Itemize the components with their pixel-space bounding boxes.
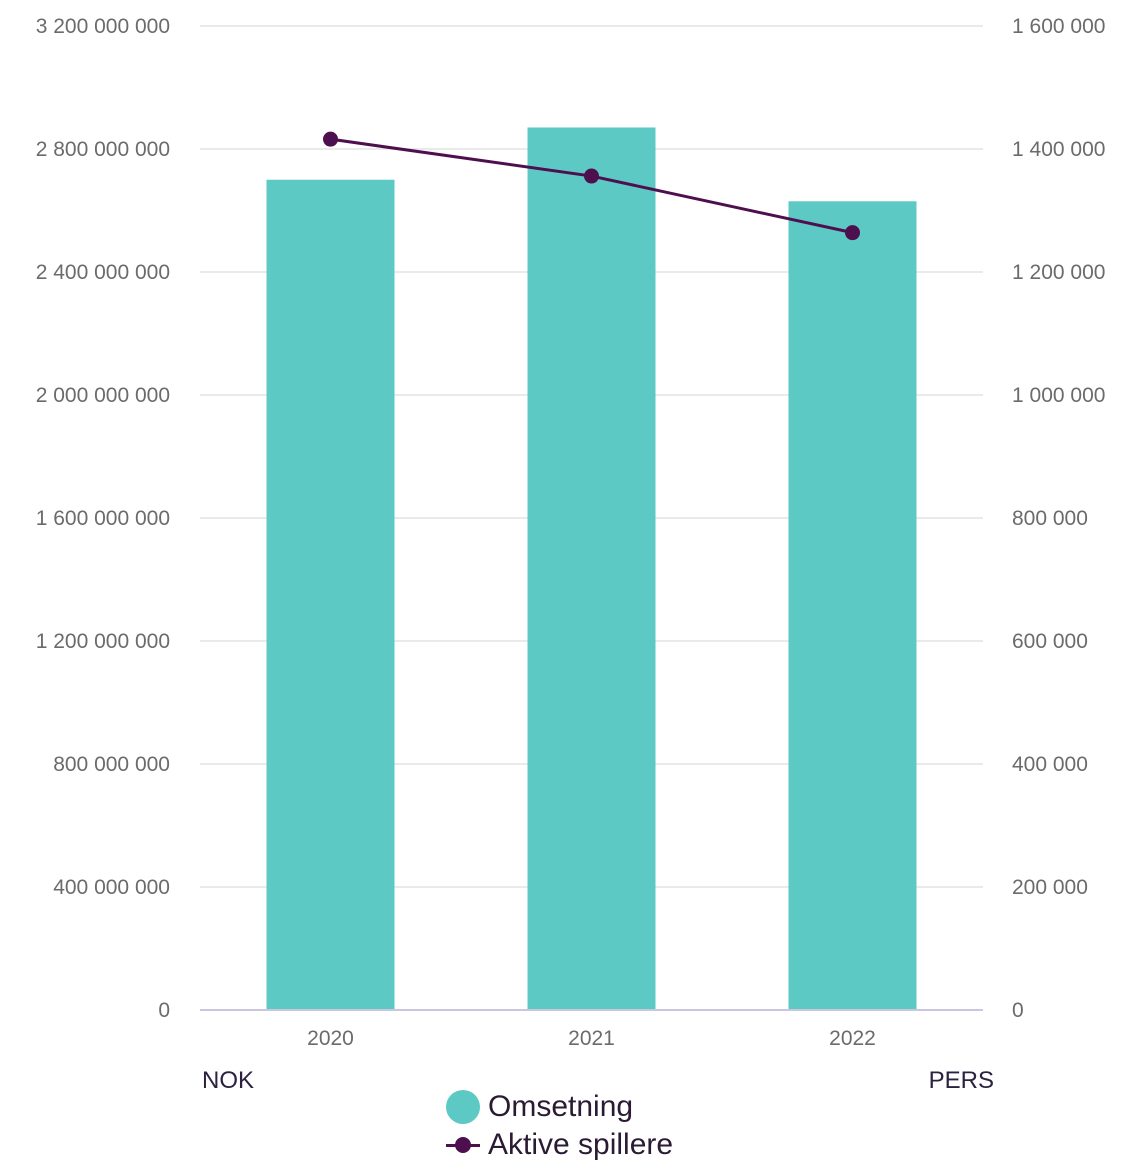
left-tick-label: 1 200 000 000 bbox=[36, 630, 170, 653]
combo-chart: 0 400 000 000 800 000 000 1 200 000 000 1 60… bbox=[36, 15, 1106, 1090]
left-tick-label: 800 000 000 bbox=[53, 753, 170, 776]
right-tick-label: 600 000 bbox=[1012, 630, 1088, 653]
left-tick-label: 400 000 000 bbox=[53, 876, 170, 899]
right-tick-label: 200 000 bbox=[1012, 876, 1088, 899]
left-tick-label: 2 800 000 000 bbox=[36, 138, 170, 161]
right-tick-label: 400 000 bbox=[1012, 753, 1088, 776]
line-point-2021 bbox=[584, 168, 599, 184]
right-tick-label: 0 bbox=[1012, 999, 1024, 1022]
right-axis-unit: PERS bbox=[929, 1067, 994, 1090]
bar-series-omsetning bbox=[266, 127, 917, 1011]
left-axis-tick-labels: 0 400 000 000 800 000 000 1 200 000 000 1 60… bbox=[36, 15, 170, 1022]
legend-item-aktive-spillere[interactable]: Aktive spillere bbox=[446, 1126, 673, 1164]
left-axis-unit: NOK bbox=[202, 1067, 254, 1090]
right-tick-label: 1 200 000 bbox=[1012, 261, 1105, 284]
left-tick-label: 2 000 000 000 bbox=[36, 384, 170, 407]
right-tick-label: 1 400 000 bbox=[1012, 138, 1105, 161]
line-series-aktive-spillere bbox=[323, 131, 860, 241]
left-tick-label: 1 600 000 000 bbox=[36, 507, 170, 530]
legend-swatch-bar bbox=[446, 1090, 480, 1124]
legend-swatch-line bbox=[446, 1128, 480, 1162]
legend-label-aktive-spillere: Aktive spillere bbox=[488, 1128, 674, 1161]
x-tick-label-2020: 2020 bbox=[307, 1027, 354, 1050]
legend: Omsetning Aktive spillere bbox=[446, 1088, 673, 1164]
x-tick-label-2021: 2021 bbox=[568, 1027, 615, 1050]
left-tick-label: 2 400 000 000 bbox=[36, 261, 170, 284]
x-axis-tick-labels: 2020 2021 2022 bbox=[307, 1027, 876, 1050]
left-tick-label: 3 200 000 000 bbox=[36, 15, 170, 38]
bar-2022 bbox=[788, 201, 917, 1010]
right-axis-tick-labels: 0 200 000 400 000 600 000 800 000 1 000 000 1 … bbox=[1012, 15, 1105, 1022]
right-tick-label: 800 000 bbox=[1012, 507, 1088, 530]
line-point-2022 bbox=[845, 225, 860, 241]
right-tick-label: 1 600 000 bbox=[1012, 15, 1105, 38]
left-tick-label: 0 bbox=[158, 999, 170, 1022]
bar-2021 bbox=[527, 127, 656, 1011]
legend-item-omsetning[interactable]: Omsetning bbox=[446, 1088, 673, 1126]
bar-2020 bbox=[266, 179, 395, 1010]
right-tick-label: 1 000 000 bbox=[1012, 384, 1105, 407]
legend-label-omsetning: Omsetning bbox=[488, 1090, 634, 1123]
x-tick-label-2022: 2022 bbox=[829, 1027, 876, 1050]
line-point-2020 bbox=[323, 131, 338, 147]
